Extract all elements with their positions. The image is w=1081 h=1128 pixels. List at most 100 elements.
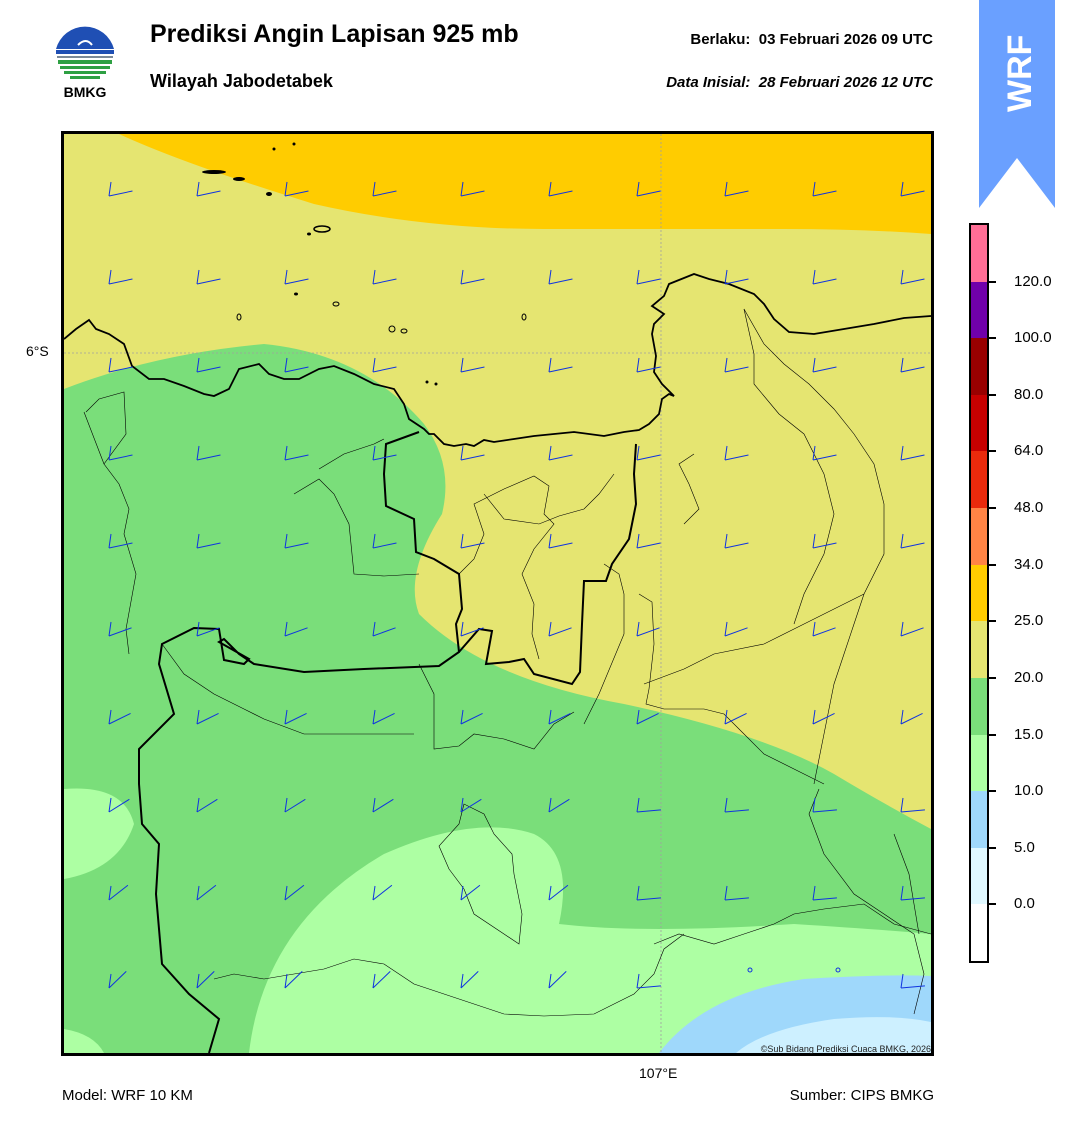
wind-barb <box>812 357 837 373</box>
valid-time: 03 Februari 2026 09 UTC <box>758 31 933 48</box>
wind-barb <box>900 533 925 549</box>
wind-barb <box>636 797 661 813</box>
colorbar-segment <box>971 394 987 452</box>
wind-barb <box>548 709 571 725</box>
wind-barb <box>548 269 573 285</box>
wind-barb <box>548 181 573 197</box>
wind-barb <box>196 181 221 197</box>
colorbar-tick <box>989 450 996 453</box>
wind-barb <box>724 885 749 901</box>
wind-barb <box>196 709 219 725</box>
colorbar-segment <box>971 281 987 339</box>
colorbar-tick-label: 48.0 <box>1014 499 1044 517</box>
colorbar-segment <box>971 338 987 395</box>
wind-barb <box>284 621 308 637</box>
wind-barb <box>724 445 749 461</box>
calm-circle <box>835 967 841 973</box>
colorbar-tick-label: 34.0 <box>1014 555 1044 573</box>
wrf-badge-text: WRF <box>1001 35 1039 112</box>
zone-10-15-c <box>64 1029 104 1053</box>
colorbar-tick <box>989 733 996 736</box>
wind-barb <box>196 357 221 373</box>
wind-barb <box>900 357 925 373</box>
colorbar-segment <box>971 225 987 282</box>
wind-barb <box>460 357 485 373</box>
wind-barb <box>284 357 309 373</box>
wind-barb <box>460 445 485 461</box>
island <box>313 225 331 233</box>
wind-barb <box>636 709 659 725</box>
wind-barbs <box>108 181 925 989</box>
zone-15-20 <box>64 344 931 1053</box>
island <box>292 142 296 146</box>
wind-barb <box>724 181 749 197</box>
wind-barb <box>812 885 837 901</box>
wind-barb <box>548 797 570 813</box>
wind-barb <box>460 884 481 901</box>
colorbar-segment <box>971 564 987 622</box>
logo-text: BMKG <box>63 84 107 100</box>
init-time: 28 Februari 2026 12 UTC <box>758 74 933 91</box>
coastline <box>64 273 931 447</box>
island <box>294 292 298 296</box>
wind-barb <box>108 884 129 901</box>
wind-barb <box>724 621 748 637</box>
wind-barb <box>196 621 220 637</box>
init-time-line: Data Inisial: 28 Februari 2026 12 UTC <box>666 74 933 91</box>
wind-barb <box>284 797 306 813</box>
colorbar-tick-label: 5.0 <box>1014 838 1035 856</box>
valid-label: Berlaku: <box>690 31 751 48</box>
calm-circle <box>747 967 753 973</box>
page-subtitle: Wilayah Jabodetabek <box>150 71 333 91</box>
province-boundary <box>138 431 464 1053</box>
wind-barb <box>812 445 837 461</box>
colorbar-tick <box>989 620 996 623</box>
colorbar-segment <box>971 791 987 848</box>
wind-map <box>61 131 934 1056</box>
colorbar-segment <box>971 847 987 905</box>
island <box>434 382 438 386</box>
wind-barb <box>284 269 309 285</box>
lon-label: 107°E <box>639 1065 678 1081</box>
wind-barb <box>900 709 923 725</box>
wind-barb <box>636 445 661 461</box>
wind-barb <box>460 709 483 725</box>
wind-barb <box>548 621 572 637</box>
wind-barb <box>372 181 397 197</box>
model-label: Model: WRF 10 KM <box>62 1087 193 1104</box>
wrf-badge: WRF <box>979 0 1055 208</box>
wind-barb <box>284 970 303 989</box>
page-title: Prediksi Angin Lapisan 925 mb <box>150 20 519 48</box>
wind-barb <box>284 533 309 549</box>
colorbar-tick <box>989 337 996 340</box>
wind-barb <box>284 445 309 461</box>
wind-barb <box>636 269 661 285</box>
wind-barb <box>372 709 395 725</box>
province-boundary-east <box>458 443 638 686</box>
wind-barb <box>636 181 661 197</box>
wind-barb <box>812 621 836 637</box>
wind-barb <box>372 357 397 373</box>
wind-barb <box>108 709 131 725</box>
wind-barb <box>108 357 133 373</box>
colorbar-segment <box>971 621 987 678</box>
island <box>388 325 396 333</box>
lat-label: 6°S <box>26 343 49 359</box>
colorbar-tick <box>989 846 996 849</box>
colorbar-tick-label: 20.0 <box>1014 668 1044 686</box>
wind-barb <box>284 709 307 725</box>
wind-barb <box>460 970 479 989</box>
zone-0-5 <box>736 1017 931 1053</box>
island <box>202 170 226 174</box>
colorbar-tick <box>989 676 996 679</box>
colorbar-segment <box>971 451 987 509</box>
valid-time-line: Berlaku: 03 Februari 2026 09 UTC <box>690 31 933 48</box>
wind-barb <box>196 533 221 549</box>
wind-barb <box>900 445 925 461</box>
colorbar-tick <box>989 790 996 793</box>
wind-barb <box>196 269 221 285</box>
wind-barb <box>284 181 309 197</box>
wind-barb <box>548 357 573 373</box>
wind-barb <box>372 884 393 901</box>
island <box>266 192 272 196</box>
